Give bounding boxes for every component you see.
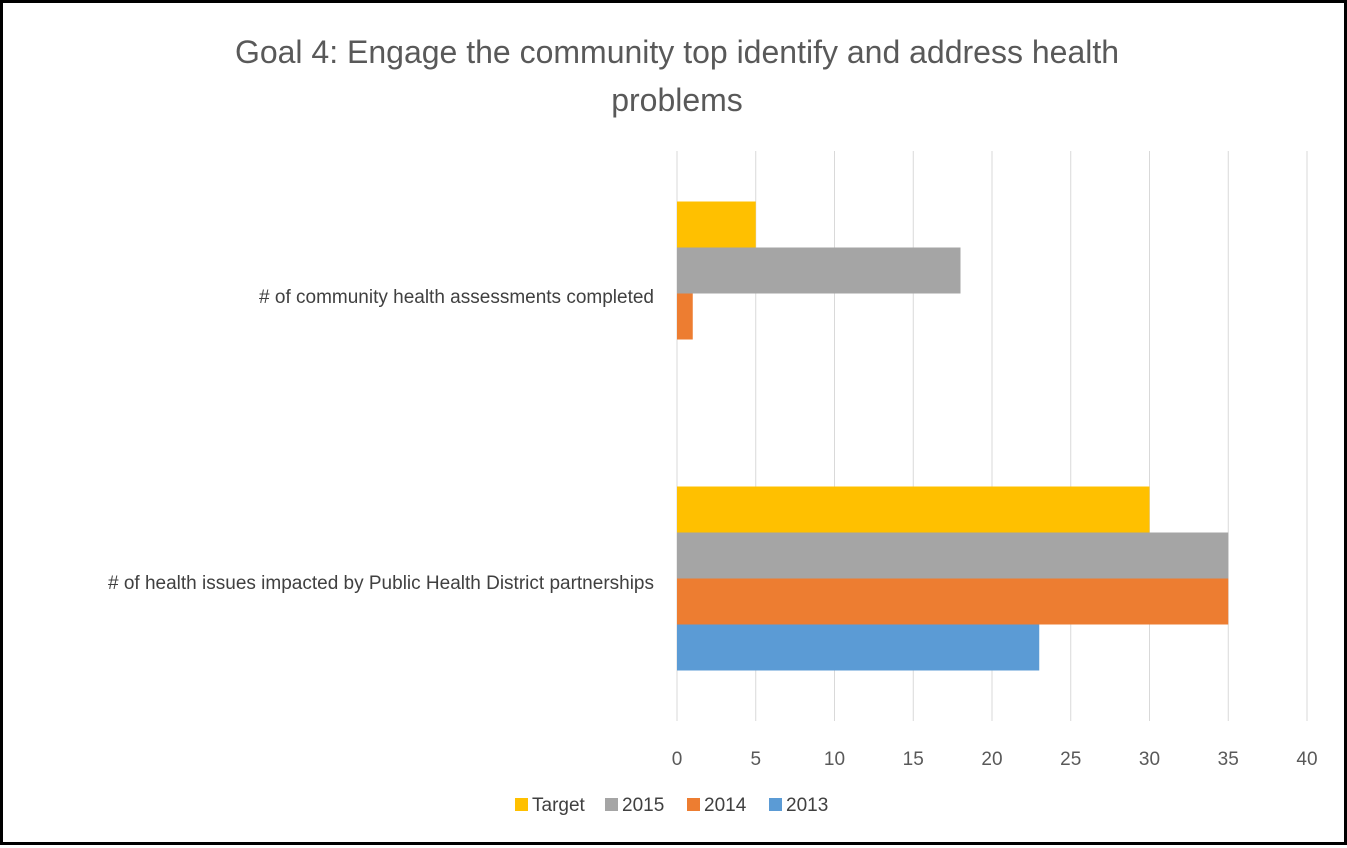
legend-swatch-2013 (769, 798, 782, 811)
legend-swatch-target (515, 798, 528, 811)
bar-2013-cat-1 (677, 624, 1040, 671)
bar-target-cat-1 (677, 486, 1150, 533)
legend-label-2013: 2013 (786, 795, 828, 816)
bar-chart: Goal 4: Engage the community top identif… (108, 34, 1318, 816)
x-tick-label-0: 0 (672, 749, 683, 770)
x-tick-label-3: 15 (903, 749, 924, 770)
x-tick-label-2: 10 (824, 749, 845, 770)
bar-2014-cat-1 (677, 578, 1229, 625)
x-tick-label-6: 30 (1139, 749, 1160, 770)
legend: Target 2015 2014 2013 (515, 795, 828, 816)
legend-swatch-2015 (605, 798, 618, 811)
x-tick-label-8: 40 (1296, 749, 1317, 770)
chart-title-line-2: problems (611, 82, 743, 118)
bar-2014-cat-0 (677, 293, 693, 340)
bars (677, 201, 1229, 671)
x-tick-label-1: 5 (750, 749, 761, 770)
legend-label-2014: 2014 (704, 795, 747, 816)
category-label-health-issues: # of health issues impacted by Public He… (108, 573, 654, 594)
bar-2015-cat-0 (677, 247, 961, 294)
legend-label-2015: 2015 (622, 795, 664, 816)
bar-target-cat-0 (677, 201, 756, 248)
chart-title-line-1: Goal 4: Engage the community top identif… (235, 34, 1119, 70)
legend-swatch-2014 (687, 798, 700, 811)
x-tick-label-5: 25 (1060, 749, 1081, 770)
legend-label-target: Target (532, 795, 586, 816)
x-axis-tick-labels: 0 5 10 15 20 25 30 35 40 (672, 749, 1318, 770)
category-label-assessments: # of community health assessments comple… (259, 287, 654, 308)
chart-title: Goal 4: Engage the community top identif… (235, 34, 1119, 118)
x-tick-label-4: 20 (981, 749, 1002, 770)
x-tick-label-7: 35 (1218, 749, 1239, 770)
category-labels: # of community health assessments comple… (108, 287, 654, 594)
bar-2015-cat-1 (677, 532, 1229, 579)
